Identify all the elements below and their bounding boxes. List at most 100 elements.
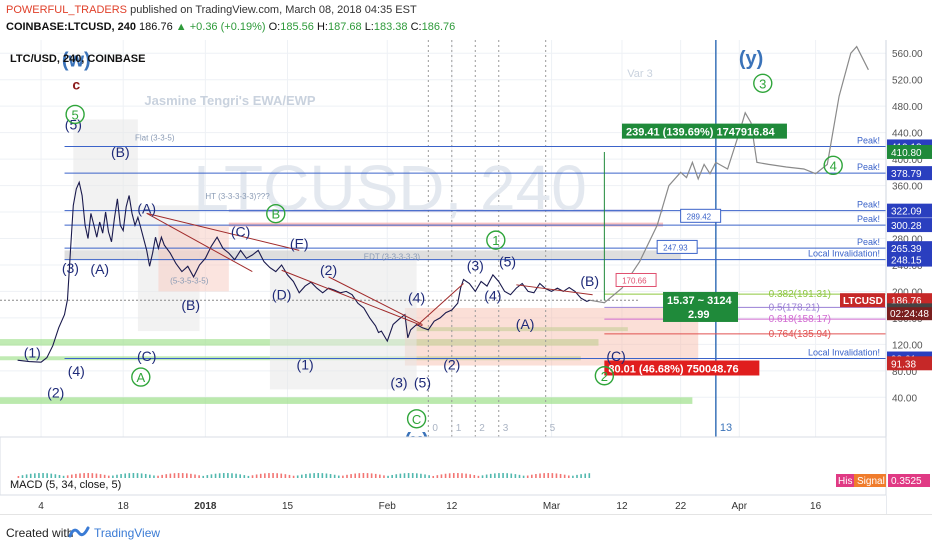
created-with-label: Created with [6, 526, 74, 540]
fib-label: 0.382(191.31) [769, 289, 831, 300]
macd-bar [502, 473, 504, 478]
level-badge [887, 203, 932, 218]
price-badge-label: 186.76 [891, 296, 922, 307]
macd-bar [83, 473, 85, 478]
wave-label: (5) [499, 253, 516, 269]
macd-bar [387, 475, 389, 478]
macd-bar [239, 474, 241, 478]
macd-bar [157, 475, 159, 478]
macd-bar [424, 474, 426, 478]
macd-bar [539, 473, 541, 478]
countdown-badge [887, 307, 932, 321]
signal-badge [854, 474, 886, 487]
target-box [680, 208, 722, 223]
macd-bar [107, 475, 110, 478]
down-measure-label: 80.01 (46.68%) 750048.76 [608, 363, 738, 375]
macd-bar [457, 473, 459, 478]
circle-wave-label: C [412, 412, 421, 427]
wave-label: (A) [137, 200, 156, 216]
macd-value-badge [888, 474, 930, 487]
circle-wave-label: A [136, 370, 145, 385]
macd-bar [62, 475, 65, 478]
macd-bar [132, 473, 135, 478]
macd-bar [465, 473, 467, 478]
x-tick-label: 4 [38, 501, 44, 512]
degree-label: (y) [739, 48, 763, 70]
level-badge [887, 241, 932, 256]
price-series [17, 180, 590, 363]
macd-bar [526, 475, 529, 478]
macd-bar [194, 474, 196, 478]
macd-bar [296, 475, 299, 478]
wave-circle [753, 73, 773, 94]
macd-bar [210, 474, 213, 478]
macd-bar [337, 475, 340, 478]
wave-label: (1) [297, 357, 314, 373]
time-axis [0, 495, 886, 514]
subwave-digit: 2 [479, 423, 485, 434]
pattern-box [73, 119, 138, 259]
macd-bar [103, 474, 106, 478]
author-link[interactable]: POWERFUL_TRADERS [6, 4, 128, 16]
macd-bar [50, 473, 53, 478]
macd-bar [128, 473, 131, 478]
macd-bar [436, 475, 439, 478]
close-label: C: [410, 21, 422, 33]
hist-badge [836, 474, 858, 487]
macd-bar [120, 474, 122, 478]
macd-bar [264, 473, 266, 478]
y-tick-label: 440.00 [892, 129, 923, 140]
macd-bar [202, 475, 205, 478]
macd-bar [489, 473, 492, 478]
macd-bar [190, 473, 192, 478]
tradingview-link[interactable]: TradingView [94, 526, 161, 540]
macd-bar [485, 474, 488, 478]
wave-label: (4) [484, 288, 501, 304]
close-value: 186.76 [421, 21, 456, 33]
macd-bar [301, 474, 303, 478]
macd-bar [288, 474, 291, 478]
macd-bar [153, 475, 155, 478]
wave-label: (3) [62, 260, 79, 276]
wave-label: (A) [516, 316, 535, 332]
macd-bar [144, 473, 147, 478]
target-label: 289.42 [687, 212, 712, 221]
projection-path [589, 45, 869, 304]
macd-bar [17, 476, 20, 478]
macd-bar [559, 473, 562, 478]
target-box [656, 239, 698, 254]
macd-bar [452, 473, 455, 478]
macd-bar [379, 474, 381, 478]
macd-bar [177, 473, 180, 478]
macd-bar [272, 473, 274, 478]
macd-bar [358, 473, 361, 478]
countdown-label: 02:24:48 [890, 309, 929, 320]
wave-label: (D) [272, 286, 291, 302]
zone-band [416, 327, 628, 332]
macd-bar [469, 474, 472, 478]
high-label: H: [316, 21, 328, 33]
y-tick-label: 200.00 [892, 287, 923, 298]
circle-wave-label: 5 [71, 107, 78, 122]
macd-bar [391, 474, 393, 478]
y-tick-label: 560.00 [892, 49, 923, 60]
macd-bar [75, 473, 77, 478]
wave-label: (B) [111, 144, 130, 160]
pattern-label: Flat (3-3-5) [135, 134, 175, 143]
y-tick-label: 80.00 [892, 367, 917, 378]
macd-bar [21, 475, 24, 478]
macd-bar [309, 473, 311, 478]
macd-bar [333, 474, 336, 478]
macd-bar [362, 473, 365, 478]
wave-label: (3) [467, 257, 484, 273]
level-label: Peak! [857, 162, 880, 172]
signal-label: Signal [857, 476, 885, 487]
price-chart[interactable]: LTCUSD, 240 Jasmine Tengri's EWA/EWP Var… [0, 40, 932, 514]
circle-wave-label: 1 [492, 233, 499, 248]
macd-bar [235, 473, 237, 478]
x-tick-label: Mar [543, 501, 561, 512]
macd-bar [218, 473, 221, 478]
wave-circle [131, 367, 151, 387]
macd-bar [407, 473, 410, 478]
subwave-digit: 1 [456, 423, 462, 434]
